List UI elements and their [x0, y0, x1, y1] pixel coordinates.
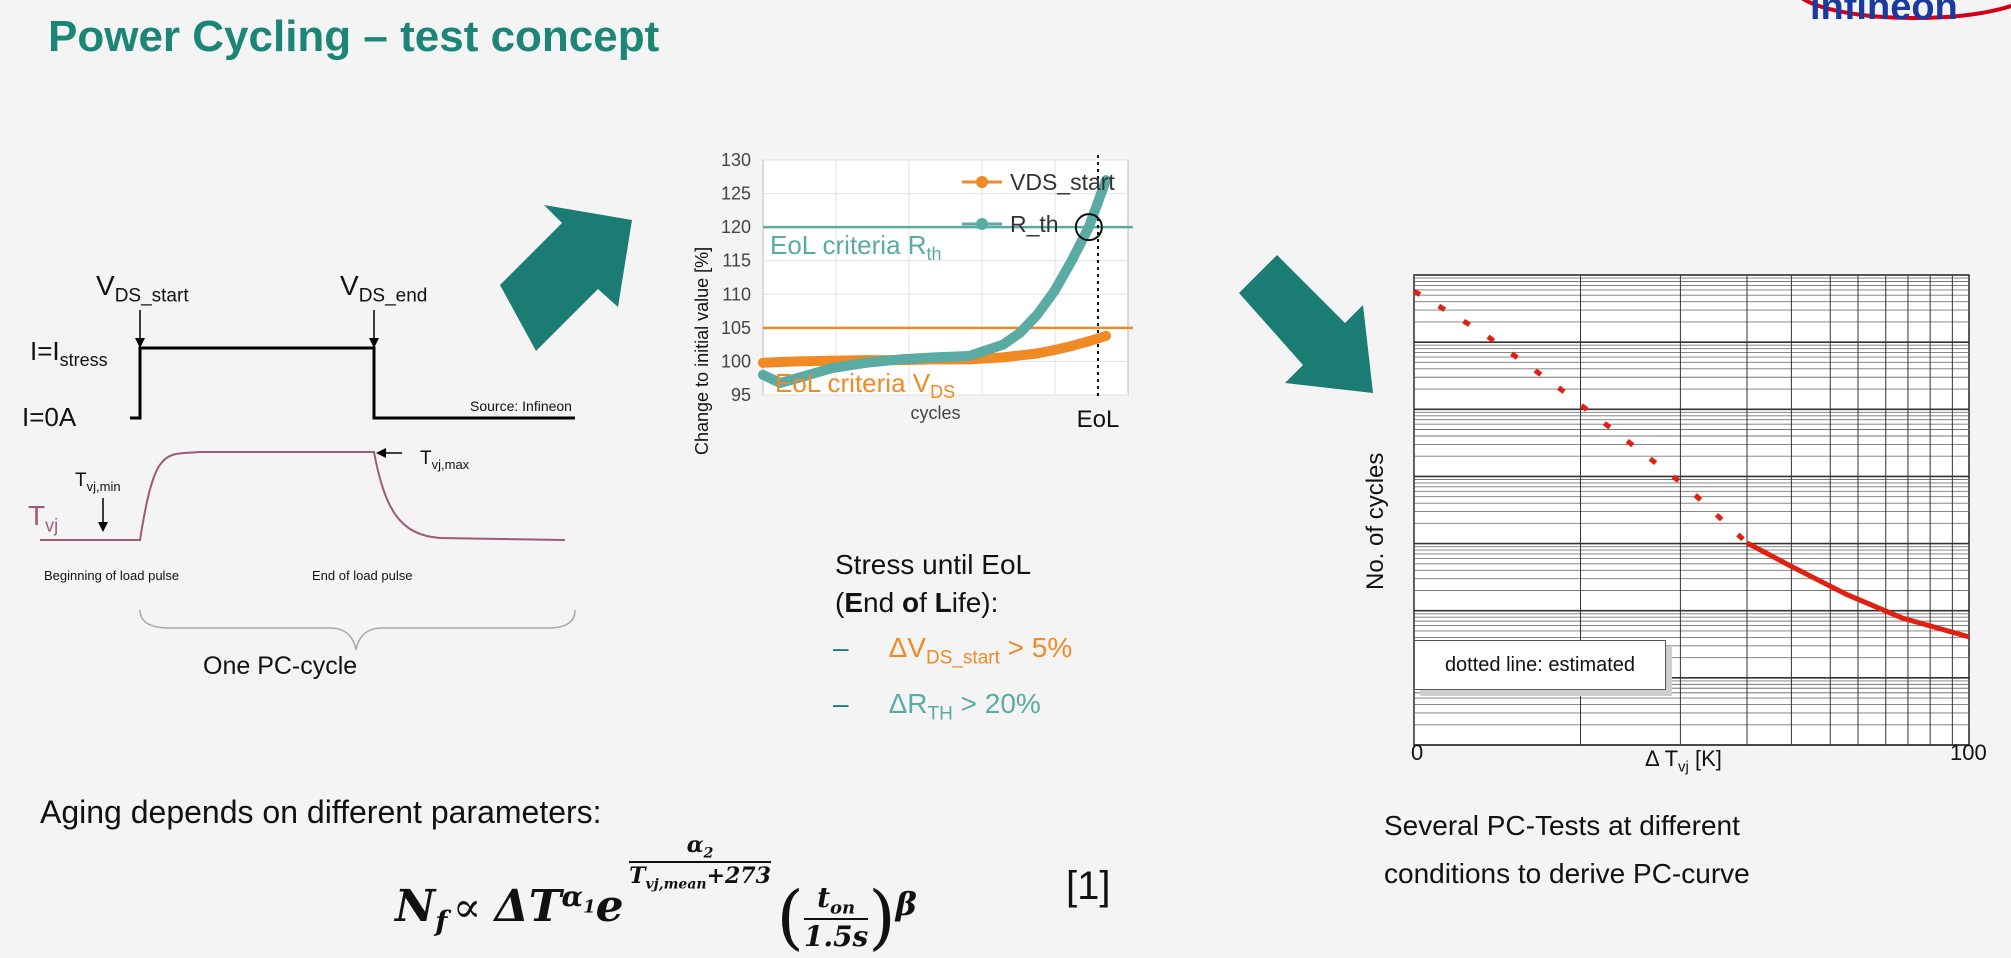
- data-point-vds-start: [1049, 345, 1060, 356]
- data-point-r-th: [775, 377, 786, 388]
- eol-ytick: 120: [721, 217, 751, 237]
- data-point-r-th: [998, 339, 1009, 350]
- current-waveform: [130, 346, 575, 420]
- begin-load-label: Beginning of load pulse: [44, 568, 180, 583]
- pc-cycle-label: One PC-cycle: [203, 652, 358, 680]
- pc-curve-ylabel: No. of cycles: [1362, 452, 1389, 590]
- data-point-vds-start: [998, 352, 1009, 363]
- legend-marker: [976, 218, 988, 230]
- infineon-logo: [1801, 0, 2011, 20]
- eol-intersection-circle: [1074, 213, 1103, 242]
- data-point-vds-start: [758, 357, 768, 368]
- data-point-r-th: [1015, 327, 1026, 338]
- stress-line-2: (End of Life):: [835, 587, 999, 618]
- eol-ytick: 105: [721, 318, 751, 338]
- cycle-brace: [139, 609, 576, 651]
- eol-ytick: 110: [722, 284, 751, 304]
- data-point-r-th: [758, 369, 768, 380]
- stress-line-1: Stress until EoL: [835, 549, 1032, 580]
- logo-text: infineon: [1810, 0, 1958, 28]
- data-point-r-th: [792, 373, 803, 384]
- pc-curve-chart: [1412, 274, 1970, 746]
- pc-curve-xlabel: Δ Tvj [K]: [1645, 746, 1722, 776]
- legend-marker: [976, 176, 988, 188]
- i-zero-label: I=0A: [22, 402, 77, 432]
- data-point-r-th: [860, 357, 871, 368]
- data-point-vds-start: [1066, 340, 1077, 351]
- data-point-r-th: [1083, 222, 1094, 233]
- data-point-vds-start: [1083, 336, 1094, 347]
- slide-title: Power Cycling – test concept: [48, 12, 660, 61]
- estimated-note: dotted line: estimated: [1414, 640, 1666, 690]
- pc-x-end: 100: [1950, 740, 1987, 765]
- eol-chart: 130 125 120 115 110 105 100 95 VDS_start R_thcycl…: [721, 150, 1133, 433]
- criteria-vds-label: EoL criteria VDS: [775, 368, 956, 403]
- pc-x-start: 0: [1411, 740, 1424, 765]
- eol-ytick: 95: [731, 385, 751, 405]
- temperature-waveform: [40, 451, 566, 541]
- eol-ytick: 115: [722, 251, 751, 271]
- pc-curve-estimated: [1412, 288, 1749, 545]
- data-point-vds-start: [1101, 330, 1111, 341]
- pc-caption: Several PC-Tests at different conditions…: [1384, 810, 1750, 889]
- tvj-min-label: Tvj,min: [75, 470, 121, 494]
- legend-label: R_th: [1010, 211, 1059, 237]
- eol-ytick: 130: [721, 150, 751, 170]
- criterion-vds: – ΔVDS_start > 5%: [833, 632, 1073, 669]
- tvj-label: Tvj: [28, 500, 59, 536]
- eol-chart-xlabel: cycles: [910, 403, 960, 423]
- data-point-vds-start: [792, 356, 803, 367]
- tvj-max-label: Tvj,max: [420, 448, 470, 472]
- reference-marker: [1]: [1066, 864, 1111, 908]
- data-point-r-th: [895, 354, 906, 365]
- data-point-r-th: [929, 352, 940, 363]
- data-point-vds-start: [1032, 348, 1043, 359]
- pc-curve-measured: [1745, 540, 1970, 640]
- legend-label: VDS_start: [1010, 169, 1115, 195]
- aging-text: Aging depends on different parameters:: [40, 794, 602, 830]
- end-load-label: End of load pulse: [312, 568, 413, 583]
- data-point-r-th: [1101, 175, 1111, 186]
- vds-start-label: VDS_start: [96, 270, 189, 307]
- eol-chart-ylabel: Change to initial value [%]: [692, 246, 712, 455]
- data-point-r-th: [1049, 285, 1060, 296]
- data-point-r-th: [1066, 255, 1077, 266]
- load-pulse-diagram: [40, 310, 576, 651]
- stress-text: Stress until EoL (End of Life):: [835, 546, 1031, 622]
- data-point-r-th: [1032, 309, 1043, 320]
- vds-end-label: VDS_end: [340, 270, 428, 307]
- criteria-rth-label: EoL criteria Rth: [770, 230, 942, 265]
- source-label: Source: Infineon: [470, 398, 572, 414]
- data-point-r-th: [963, 351, 974, 362]
- i-stress-label: I=Istress: [30, 336, 108, 371]
- arrow-right-down-icon: [1239, 255, 1373, 393]
- arrow-right-up-icon: [500, 205, 632, 351]
- data-point-r-th: [826, 363, 837, 374]
- aging-formula: Nf ∝ ΔTα1e α2 Tvj,mean+273 ( ton 1.5s )β: [395, 832, 917, 958]
- eol-ytick: 125: [721, 184, 751, 204]
- criterion-rth: – ΔRTH > 20%: [833, 688, 1041, 725]
- eol-label: EoL: [1077, 406, 1120, 433]
- eol-ytick: 100: [721, 351, 751, 371]
